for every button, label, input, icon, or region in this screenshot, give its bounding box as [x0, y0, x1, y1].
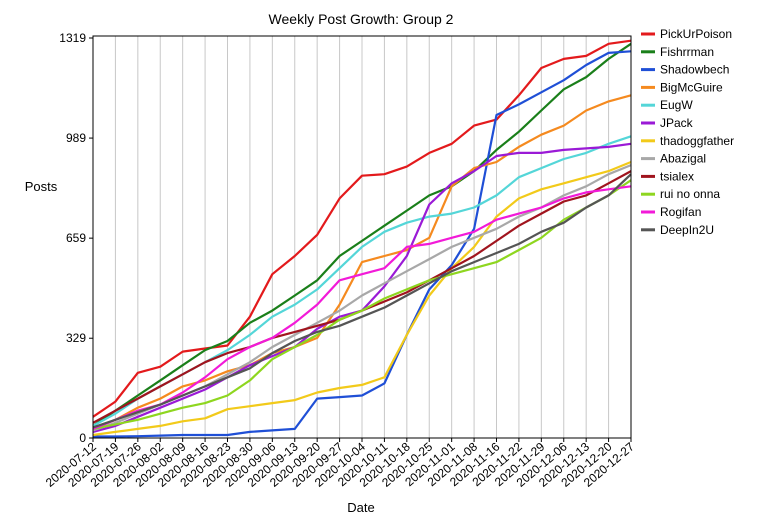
- series-line-shadowbech: [93, 50, 632, 438]
- legend-label: DeepIn2U: [660, 223, 714, 237]
- y-tick-label: 329: [66, 331, 86, 345]
- legend-label: rui no onna: [660, 187, 720, 201]
- y-tick-label: 1319: [59, 31, 86, 45]
- legend-label: EugW: [660, 98, 693, 112]
- legend-label: thadoggfather: [660, 134, 734, 148]
- y-tick-label: 0: [79, 431, 86, 445]
- series-line-pickurpoison: [92, 39, 632, 418]
- legend-label: tsialex: [660, 169, 694, 183]
- series-line-fishrrman: [92, 42, 632, 427]
- x-axis-label: Date: [347, 500, 374, 515]
- legend-label: Abazigal: [660, 152, 706, 166]
- series-line-thadoggfather: [92, 160, 632, 437]
- legend-label: Rogifan: [660, 205, 701, 219]
- legend-label: Shadowbech: [660, 63, 729, 77]
- legend-label: Fishrrman: [660, 45, 714, 59]
- y-tick-label: 989: [66, 131, 86, 145]
- series-line-rogifan: [92, 185, 632, 430]
- legend: PickUrPoison Fishrrman Shadowbech BigMcGuir…: [641, 27, 734, 237]
- series-line-deepin2u: [92, 173, 632, 429]
- y-tick-label: 659: [66, 231, 86, 245]
- y-axis-label: Posts: [25, 179, 58, 194]
- series-line-rui-no-onna: [92, 179, 632, 430]
- legend-label: JPack: [660, 116, 694, 130]
- series-lines: [92, 39, 632, 438]
- gridlines: [92, 36, 632, 438]
- chart-title: Weekly Post Growth: Group 2: [269, 11, 454, 27]
- series-line-bigmcguire: [92, 94, 632, 430]
- legend-label: PickUrPoison: [660, 27, 732, 41]
- legend-label: BigMcGuire: [660, 80, 723, 94]
